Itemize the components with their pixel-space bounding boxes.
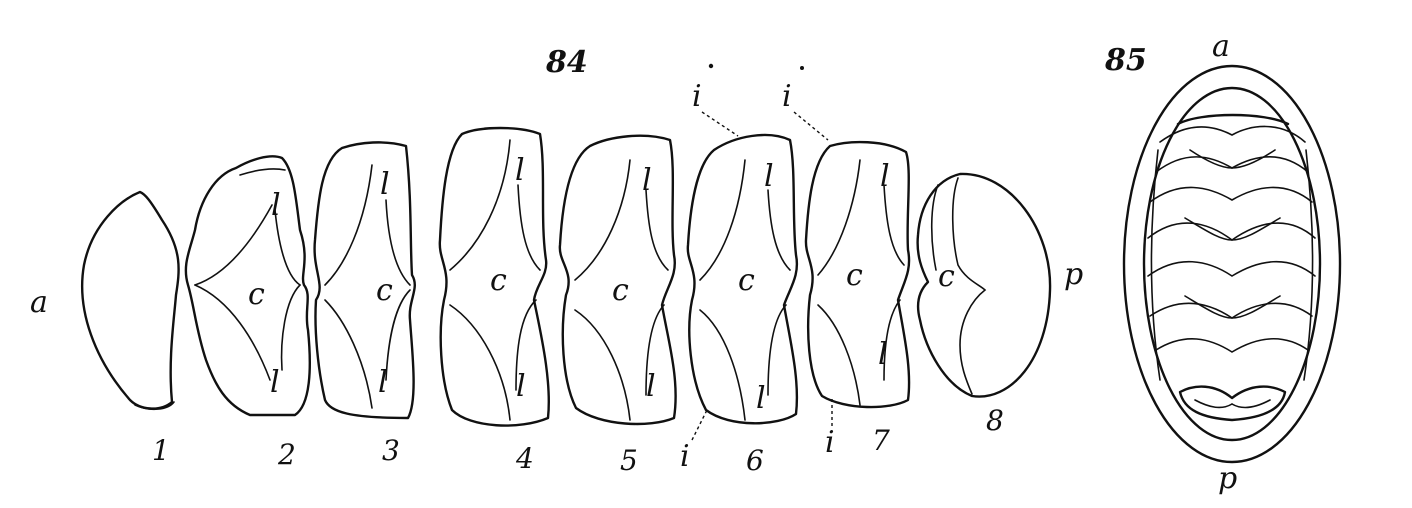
- insertion-label: i: [692, 79, 702, 114]
- valve-number: 8: [986, 404, 1004, 437]
- insertion-label: i: [782, 79, 792, 114]
- central-label: c: [846, 258, 863, 293]
- valve-number: 2: [277, 438, 296, 471]
- figure-85: 85 a p: [1104, 29, 1342, 496]
- valve-8: c 8: [916, 172, 1052, 437]
- anterior-label-84: a: [30, 285, 48, 320]
- valve-7: l c l 7: [804, 140, 911, 457]
- posterior-label-84: p: [1064, 257, 1083, 292]
- lateral-label: l: [380, 167, 390, 202]
- valve-number: 4: [515, 442, 534, 475]
- lateral-label: l: [756, 381, 766, 416]
- central-label: c: [376, 273, 393, 308]
- insertion-label: i: [680, 439, 690, 474]
- valve-2: l c l 2: [184, 155, 311, 471]
- valve-number: 1: [152, 434, 170, 467]
- valve-3: l c l 3: [313, 141, 416, 467]
- girdle-outer: [1122, 64, 1342, 464]
- central-label: c: [248, 277, 265, 312]
- valve-number: 6: [746, 444, 764, 477]
- lateral-label: l: [878, 337, 888, 372]
- figure-84: 84 a p 1 l c l 2 l: [30, 45, 1083, 477]
- valve-5: l c l 5: [558, 134, 677, 477]
- insertion-markers: i i i i: [680, 63, 835, 474]
- central-label: c: [738, 263, 755, 298]
- valve-4: l c l 4: [438, 126, 550, 475]
- lateral-label: l: [764, 159, 774, 194]
- central-label: c: [612, 273, 629, 308]
- figure-85-number: 85: [1104, 43, 1147, 78]
- lateral-label: l: [270, 365, 280, 400]
- lateral-label: l: [642, 163, 652, 198]
- lateral-label: l: [378, 365, 388, 400]
- figure-84-number: 84: [545, 45, 588, 80]
- valve-6: l c l 6: [686, 133, 799, 477]
- lateral-label: l: [880, 159, 890, 194]
- dorsal-valves: [1147, 113, 1316, 422]
- lateral-label: l: [516, 369, 526, 404]
- posterior-label-85: p: [1218, 461, 1237, 496]
- lateral-label: l: [646, 369, 656, 404]
- anterior-label-85: a: [1212, 29, 1230, 64]
- valve-number: 7: [872, 424, 890, 457]
- central-label: c: [490, 263, 507, 298]
- central-label: c: [938, 259, 955, 294]
- insertion-label: i: [825, 425, 835, 460]
- girdle-inner: [1142, 86, 1322, 442]
- valve-number: 3: [382, 434, 400, 467]
- valve-1: 1: [80, 190, 180, 467]
- lateral-label: l: [271, 188, 281, 223]
- lateral-label: l: [515, 153, 525, 188]
- valve-number: 5: [620, 444, 638, 477]
